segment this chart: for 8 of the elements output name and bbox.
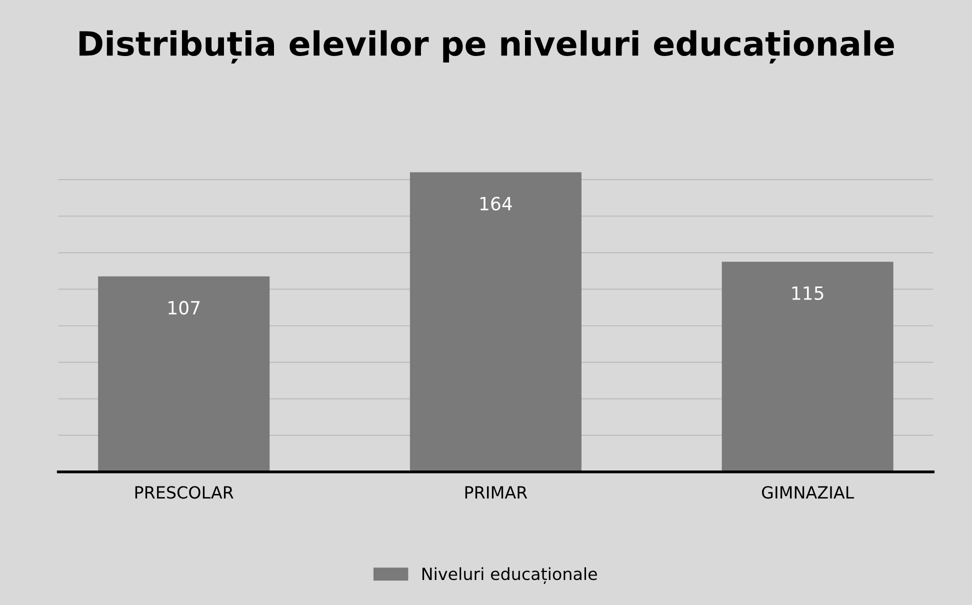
x-tick-label: PRESCOLAR [135, 486, 234, 499]
chart-title: Distribuția elevilor pe niveluri educaționale [80, 30, 894, 64]
data-label: 164 [480, 196, 512, 210]
data-label: 115 [792, 286, 824, 300]
data-label: 107 [168, 300, 200, 315]
x-tick-label: GIMNAZIAL [762, 486, 854, 499]
x-tick-label: PRIMAR [465, 486, 528, 498]
legend-label: Niveluri educaționale [422, 567, 597, 584]
